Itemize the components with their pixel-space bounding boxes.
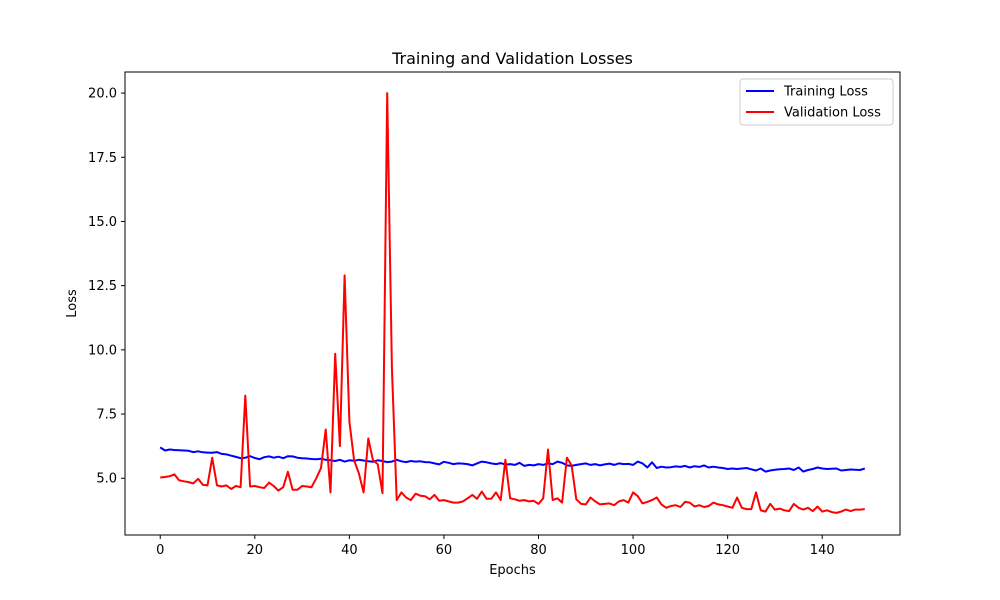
validation-loss-line [160, 92, 865, 514]
training-loss-line [159, 446, 866, 473]
y-tick-label: 5.0 [96, 472, 117, 487]
y-tick-label: 20.0 [88, 87, 117, 102]
y-axis-label: Loss [65, 289, 80, 318]
y-tick-label: 10.0 [88, 343, 117, 358]
x-tick-label: 80 [530, 543, 547, 558]
y-tick-label: 7.5 [96, 408, 117, 423]
x-tick-label: 0 [156, 543, 164, 558]
y-tick-label: 15.0 [88, 215, 117, 230]
ticks-layer: 0 20 40 60 80 100 120 140 5.0 7.5 10.0 12.5 15.0 17.5… [88, 87, 835, 558]
plot-frame [124, 71, 901, 536]
series-layer [159, 92, 866, 514]
x-tick-label: 60 [436, 543, 453, 558]
legend-label-training-loss: Training Loss [783, 85, 868, 100]
x-tick-label: 20 [247, 543, 264, 558]
y-tick-label: 17.5 [88, 151, 117, 166]
x-tick-label: 40 [341, 543, 358, 558]
x-axis-label: Epochs [489, 563, 536, 578]
y-tick-label: 12.5 [88, 279, 117, 294]
legend: Training Loss Validation Loss [739, 78, 894, 126]
legend-box [739, 78, 894, 126]
x-tick-label: 140 [810, 543, 835, 558]
x-tick-label: 120 [715, 543, 740, 558]
x-tick-label: 100 [621, 543, 646, 558]
chart-title: Training and Validation Losses [391, 49, 633, 68]
legend-label-validation-loss: Validation Loss [784, 106, 881, 121]
